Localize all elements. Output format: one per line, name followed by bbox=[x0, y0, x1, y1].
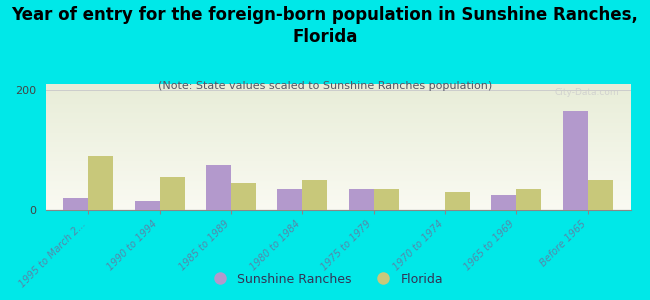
Bar bbox=[206, 165, 231, 210]
Text: (Note: State values scaled to Sunshine Ranches population): (Note: State values scaled to Sunshine R… bbox=[158, 81, 492, 91]
Bar bbox=[374, 189, 398, 210]
Bar bbox=[348, 189, 374, 210]
Bar bbox=[278, 189, 302, 210]
Legend: Sunshine Ranches, Florida: Sunshine Ranches, Florida bbox=[202, 268, 448, 291]
Bar bbox=[588, 180, 613, 210]
Bar bbox=[516, 189, 541, 210]
Bar bbox=[88, 156, 113, 210]
Bar bbox=[445, 192, 470, 210]
Bar bbox=[135, 201, 160, 210]
Bar bbox=[491, 195, 516, 210]
Bar bbox=[563, 111, 588, 210]
Bar bbox=[160, 177, 185, 210]
Text: City-Data.com: City-Data.com bbox=[554, 88, 619, 97]
Bar bbox=[302, 180, 328, 210]
Bar bbox=[63, 198, 88, 210]
Bar bbox=[231, 183, 256, 210]
Text: Year of entry for the foreign-born population in Sunshine Ranches,
Florida: Year of entry for the foreign-born popul… bbox=[12, 6, 638, 46]
